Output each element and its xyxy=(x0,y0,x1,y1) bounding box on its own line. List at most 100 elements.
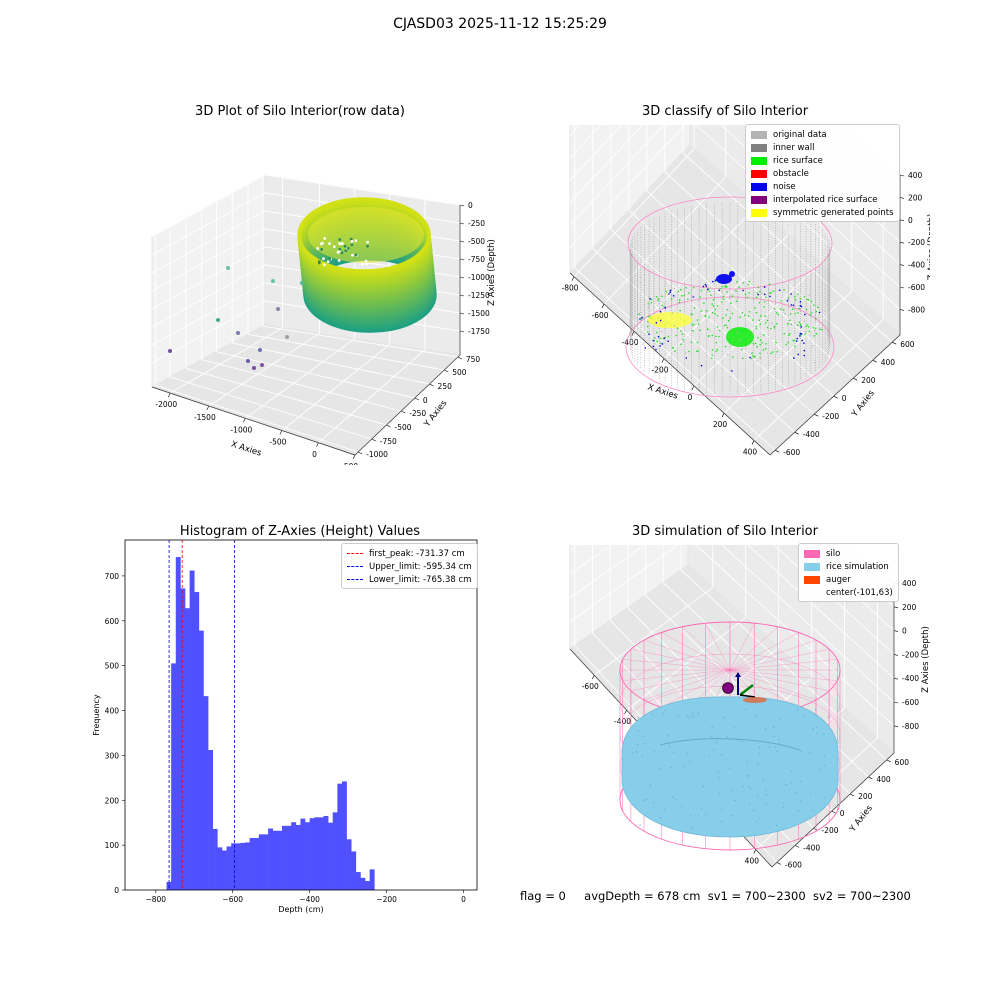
rice-surface-point xyxy=(754,307,756,309)
rice-simulation-point xyxy=(711,726,713,728)
rice-simulation-point xyxy=(670,767,672,769)
rice-surface-point xyxy=(680,288,682,291)
original-data-point xyxy=(674,324,676,327)
legend-item-original-data: original data xyxy=(751,128,894,141)
rice-simulation-point xyxy=(635,751,637,753)
z-tick xyxy=(893,606,899,609)
rice-surface-point xyxy=(665,290,668,293)
y-tick-label: 400 xyxy=(881,358,896,367)
legend-item-rice-simulation: rice simulation xyxy=(804,560,893,573)
rice-simulation-point xyxy=(680,805,682,808)
rice-surface-point xyxy=(810,312,813,314)
rice-surface-point xyxy=(799,324,802,327)
rice-surface-point xyxy=(792,308,794,311)
rice-surface-point xyxy=(714,308,717,311)
rice-simulation-point xyxy=(734,799,736,802)
grid-line xyxy=(680,569,887,761)
histogram-bar xyxy=(341,781,347,890)
raw-point xyxy=(338,238,342,241)
y-tick-label: -200 xyxy=(822,412,839,421)
rice-simulation-point xyxy=(750,788,752,790)
rice-surface-point xyxy=(697,323,700,326)
x-tick-label: 400 xyxy=(743,447,758,456)
rice-surface-point xyxy=(724,345,727,348)
raw-point xyxy=(322,263,326,266)
legend-label: noise xyxy=(773,181,796,192)
raw-point xyxy=(338,247,342,251)
rice-surface-point xyxy=(797,312,799,314)
rice-surface-point xyxy=(699,329,701,331)
rice-surface-point xyxy=(676,327,679,330)
rice-simulation-point xyxy=(692,715,694,718)
rice-surface-point xyxy=(794,298,797,301)
grid-line xyxy=(569,545,646,599)
rice-surface-point xyxy=(716,314,719,317)
rice-surface-point xyxy=(783,289,785,291)
legend-swatch xyxy=(751,208,767,217)
rice-surface-point xyxy=(678,299,681,301)
rice-surface-point xyxy=(663,306,665,308)
z-tick xyxy=(899,174,905,177)
noise-point xyxy=(657,335,660,338)
rice-simulation-point xyxy=(800,800,802,802)
rice-surface-point xyxy=(766,326,769,329)
raw-outlier-point xyxy=(260,363,264,367)
x-tick-label: -500 xyxy=(269,438,286,447)
rice-surface-point xyxy=(718,329,721,332)
x-tick-label: -2000 xyxy=(155,400,177,409)
grid-line xyxy=(569,125,623,181)
rice-simulation-point xyxy=(686,715,689,717)
raw-point xyxy=(344,249,348,253)
rice-surface-point xyxy=(726,291,728,293)
histogram-bar xyxy=(245,842,250,890)
rice-surface-point xyxy=(741,311,744,314)
y-axis-label: Y Axies xyxy=(847,803,875,835)
noise-point xyxy=(799,335,801,337)
y-tick-label: -400 xyxy=(803,430,820,439)
rice-simulation-point xyxy=(815,726,818,728)
rice-simulation-point xyxy=(802,714,804,717)
x-tick xyxy=(279,430,283,435)
original-data-point xyxy=(684,352,687,354)
legend-swatch xyxy=(751,182,767,191)
rice-surface-point xyxy=(759,352,761,355)
rice-simulation-point xyxy=(660,817,662,819)
rice-surface-center xyxy=(726,327,754,347)
noise-point xyxy=(792,304,795,307)
rice-surface-point xyxy=(727,319,730,322)
x-tick-label: −600 xyxy=(222,895,243,904)
grid-line xyxy=(318,349,426,444)
legend-label: auger xyxy=(826,574,851,585)
rice-simulation-point xyxy=(748,803,751,806)
rice-surface-point xyxy=(743,314,746,317)
histogram-bar xyxy=(189,570,195,890)
noise-point xyxy=(664,307,667,309)
rice-surface-point xyxy=(761,342,764,344)
z-tick xyxy=(899,286,905,289)
y-tick-label: 500 xyxy=(452,368,467,377)
y-tick-label: -750 xyxy=(380,437,397,446)
rice-simulation-point xyxy=(738,739,740,741)
z-tick xyxy=(893,630,899,632)
z-tick-label: 200 xyxy=(908,193,923,202)
x-tick-label: 0 xyxy=(461,895,466,904)
legend-item-center: center(-101,63) xyxy=(804,586,893,599)
rice-surface-point xyxy=(650,298,653,301)
rice-surface-point xyxy=(779,308,782,310)
rice-surface-point xyxy=(700,310,703,312)
rice-surface-point xyxy=(770,291,772,294)
x-tick xyxy=(352,454,356,460)
z-tick-label: 200 xyxy=(902,603,917,612)
raw-outlier-point xyxy=(216,318,220,322)
raw-outlier-point xyxy=(246,359,250,363)
z-tick-label: 400 xyxy=(908,171,923,180)
legend-label: rice simulation xyxy=(826,561,889,572)
x-tick-label: -1500 xyxy=(194,413,216,422)
y-tick-label: 100 xyxy=(105,841,120,850)
y-tick-label: 0 xyxy=(423,396,428,405)
x-tick-label: −400 xyxy=(299,895,320,904)
histogram-bar xyxy=(318,817,324,890)
rice-surface-point xyxy=(762,334,765,336)
noise-point xyxy=(667,340,669,342)
rice-simulation-point xyxy=(810,793,812,795)
